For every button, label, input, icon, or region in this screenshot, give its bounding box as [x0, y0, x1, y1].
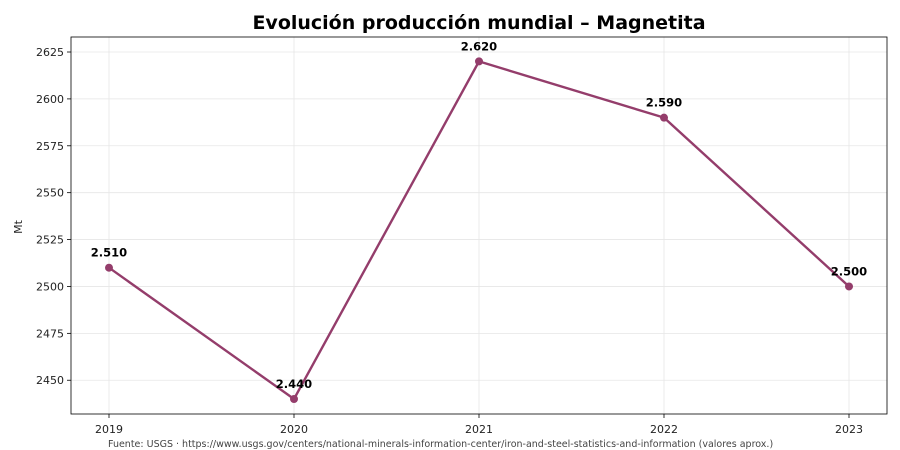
tick-layer: 2450 2475 2500 2525 2550 2575 2600 2625 2019 2020…	[36, 46, 863, 436]
y-tick-label: 2475	[36, 327, 64, 340]
y-tick-label: 2600	[36, 93, 64, 106]
y-tick-label: 2525	[36, 234, 64, 247]
source-note: Fuente: USGS · https://www.usgs.gov/cent…	[108, 439, 773, 450]
data-label: 2.500	[831, 264, 867, 278]
data-label: 2.620	[461, 39, 497, 53]
y-tick-label: 2575	[36, 140, 64, 153]
data-label: 2.510	[91, 246, 127, 260]
y-tick-label: 2500	[36, 280, 64, 293]
y-tick-label: 2450	[36, 374, 64, 387]
x-tick-label: 2019	[95, 423, 123, 436]
data-label: 2.590	[646, 96, 682, 110]
data-point	[290, 394, 298, 403]
data-label: 2.440	[276, 377, 312, 391]
data-point	[105, 263, 113, 272]
data-point	[845, 282, 853, 291]
x-tick-label: 2021	[465, 423, 493, 436]
y-axis-label: Mt	[12, 219, 25, 233]
series-layer	[105, 57, 853, 403]
data-point	[660, 113, 668, 122]
x-tick-label: 2023	[835, 423, 863, 436]
data-point	[475, 57, 483, 66]
y-tick-label: 2625	[36, 46, 64, 59]
grid-layer	[71, 37, 887, 414]
x-tick-label: 2022	[650, 423, 678, 436]
y-tick-label: 2550	[36, 187, 64, 200]
chart-title: Evolución producción mundial – Magnetita	[252, 12, 705, 34]
data-label-layer: 2.510 2.440 2.620 2.590 2.500	[91, 39, 867, 391]
x-tick-label: 2020	[280, 423, 308, 436]
